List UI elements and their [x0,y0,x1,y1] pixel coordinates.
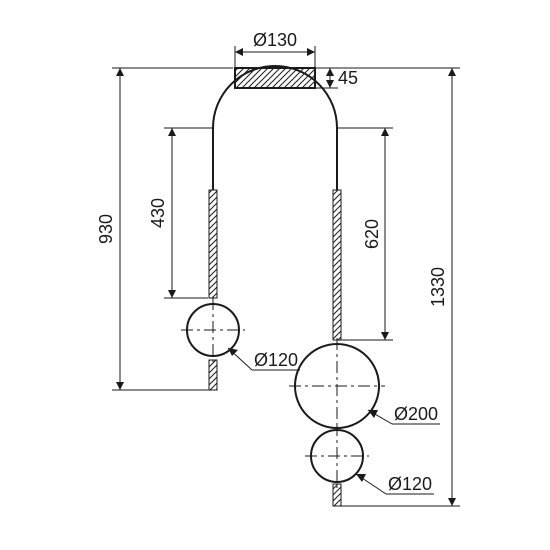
dim-430: 430 [148,128,212,298]
label-small-sphere: Ø120 [388,474,432,494]
label-left-sphere: Ø120 [254,350,298,370]
label-430: 430 [148,198,168,228]
label-canopy-h: 45 [338,68,358,88]
label-canopy-dia: Ø130 [253,30,297,50]
dim-big-sphere: Ø200 [368,404,440,424]
dimension-drawing: Ø130 45 930 430 620 [0,0,550,550]
label-big-sphere: Ø200 [394,404,438,424]
label-930: 930 [96,214,116,244]
canopy [235,68,315,88]
right-big-sphere [289,338,385,434]
dim-canopy-dia: Ø130 [235,30,315,68]
dim-620: 620 [337,128,393,340]
label-1330: 1330 [428,267,448,307]
dim-left-sphere: Ø120 [228,348,300,370]
label-620: 620 [362,219,382,249]
dim-small-sphere: Ø120 [356,474,434,494]
dim-canopy-h: 45 [315,68,358,88]
